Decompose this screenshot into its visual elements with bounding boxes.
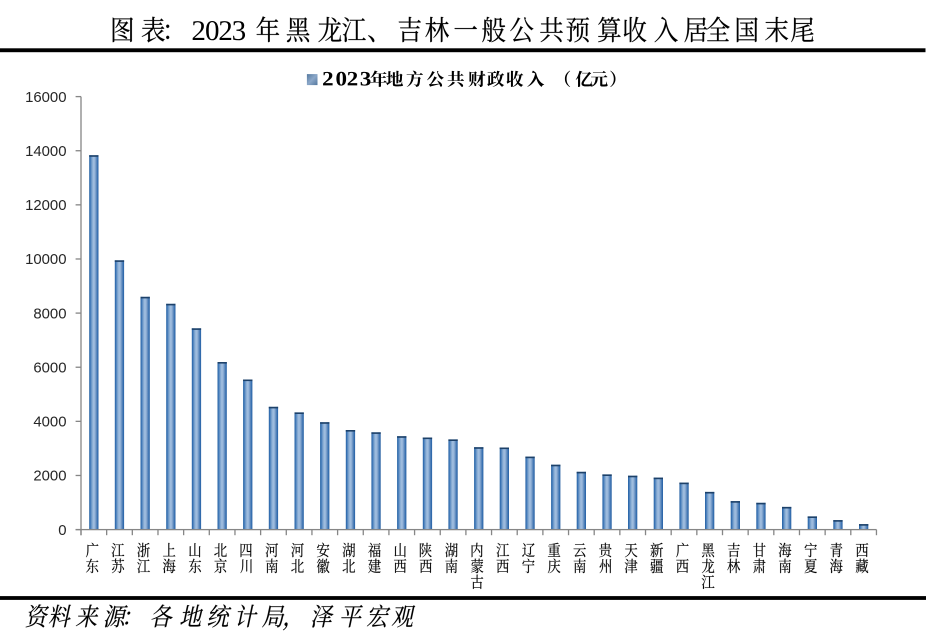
svg-text:6000: 6000 (33, 360, 66, 376)
svg-text:2000: 2000 (33, 469, 66, 485)
svg-text:8000: 8000 (33, 306, 66, 322)
svg-text:14000: 14000 (25, 144, 66, 160)
svg-text:4000: 4000 (33, 415, 66, 431)
svg-text:12000: 12000 (25, 198, 66, 214)
svg-text:16000: 16000 (25, 90, 66, 106)
svg-text:0: 0 (58, 523, 66, 539)
svg-text:10000: 10000 (25, 252, 66, 268)
